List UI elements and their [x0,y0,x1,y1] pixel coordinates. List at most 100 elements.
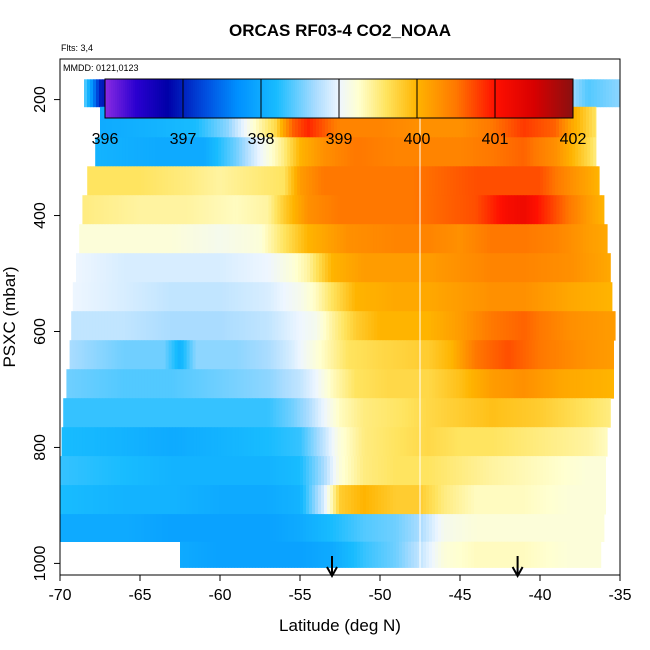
heatmap-cell [132,369,136,399]
heatmap-cell [226,224,230,254]
heatmap-cell [567,514,571,542]
heatmap-cell [468,456,472,486]
heatmap-cell [295,106,299,138]
heatmap-cell [375,514,379,542]
heatmap-cell [114,166,118,196]
heatmap-cell [559,224,563,254]
heatmap-cell [324,282,329,312]
heatmap-cell [292,106,296,138]
heatmap-cell [123,369,127,399]
heatmap-cell [604,427,608,457]
heatmap-cell [252,340,256,370]
heatmap-cell [226,253,230,283]
heatmap-cell [87,485,91,515]
heatmap-cell [373,427,377,457]
heatmap-cell [211,195,215,225]
heatmap-cell [589,224,593,254]
heatmap-cell [311,137,315,167]
colorbar-swatch [483,79,486,118]
heatmap-cell [78,282,83,312]
heatmap-cell [354,340,358,370]
heatmap-cell [507,369,511,399]
heatmap-cell [603,485,606,515]
heatmap-cell [517,253,521,283]
heatmap-cell [357,398,361,428]
heatmap-cell [479,137,483,167]
colorbar-swatch [147,79,150,118]
heatmap-cell [276,340,280,370]
heatmap-cell [81,340,85,370]
heatmap-cell [429,166,433,196]
heatmap-cell [558,514,562,542]
heatmap-cell [108,398,112,428]
heatmap-cell [217,427,221,457]
heatmap-cell [289,195,293,225]
heatmap-cell [252,485,256,515]
heatmap-cell [421,253,425,283]
heatmap-cell [390,282,395,312]
heatmap-cell [385,253,389,283]
colorbar [104,78,574,119]
heatmap-cell [376,106,380,138]
heatmap-cell [490,106,494,138]
heatmap-cell [460,224,464,254]
heatmap-cell [331,106,335,138]
colorbar-swatch [225,79,228,118]
heatmap-cell [453,282,458,312]
heatmap-cell [522,369,526,399]
heatmap-cell [111,369,115,399]
heatmap-cell [204,340,208,370]
heatmap-cell [404,311,408,341]
heatmap-cell [273,398,277,428]
heatmap-cell [493,224,497,254]
heatmap-cell [238,224,242,254]
heatmap-cell [406,195,410,225]
heatmap-cell [264,541,268,568]
heatmap-cell [360,541,364,568]
heatmap-cell [447,282,452,312]
heatmap-cell [375,282,380,312]
heatmap-cell [222,166,226,196]
heatmap-cell [64,427,68,457]
heatmap-cell [100,195,104,225]
colorbar-swatch [299,79,302,118]
heatmap-cell [362,311,366,341]
heatmap-cell [457,253,461,283]
heatmap-cell [506,137,510,167]
heatmap-cell [183,398,187,428]
heatmap-cell [354,541,358,568]
heatmap-cell [234,456,238,486]
heatmap-cell [471,166,475,196]
heatmap-cell [183,282,188,312]
heatmap-cell [504,340,508,370]
heatmap-cell [427,253,431,283]
colorbar-swatch [231,79,234,118]
heatmap-cell [540,369,544,399]
heatmap-cell [204,456,208,486]
heatmap-cell [326,137,330,167]
heatmap-cell [105,456,109,486]
heatmap-cell [567,485,571,515]
heatmap-cell [495,514,499,542]
heatmap-cell [576,79,580,108]
heatmap-cell [488,311,492,341]
heatmap-cell [567,282,572,312]
heatmap-cell [589,253,593,283]
heatmap-cell [447,485,451,515]
heatmap-cell [442,106,446,138]
heatmap-cell [573,166,577,196]
heatmap-cell [104,311,108,341]
heatmap-cell [184,224,188,254]
heatmap-cell [81,398,85,428]
colorbar-swatch [467,79,470,118]
heatmap-cell [157,253,161,283]
heatmap-cell [537,369,541,399]
heatmap-cell [180,541,184,568]
heatmap-cell [169,253,173,283]
heatmap-cell [429,340,433,370]
colorbar-swatch [195,79,198,118]
heatmap-cell [266,311,270,341]
heatmap-cell [315,398,319,428]
heatmap-cell [582,340,586,370]
heatmap-cell [579,456,583,486]
